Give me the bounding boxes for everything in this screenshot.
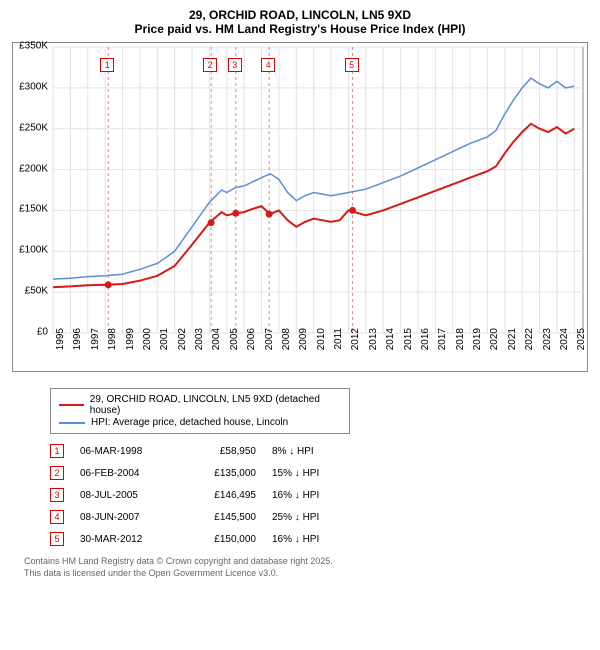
x-tick-label: 1997 bbox=[90, 328, 101, 368]
sale-date: 06-FEB-2004 bbox=[80, 468, 170, 479]
legend-label: 29, ORCHID ROAD, LINCOLN, LN5 9XD (detac… bbox=[90, 394, 341, 416]
x-tick-label: 2001 bbox=[159, 328, 170, 368]
sale-diff: 15% ↓ HPI bbox=[272, 468, 352, 479]
sale-index-box: 3 bbox=[50, 488, 64, 502]
sale-price: £145,500 bbox=[186, 512, 256, 523]
x-tick-label: 2006 bbox=[246, 328, 257, 368]
sale-index-box: 4 bbox=[50, 510, 64, 524]
x-tick-label: 1998 bbox=[107, 328, 118, 368]
legend: 29, ORCHID ROAD, LINCOLN, LN5 9XD (detac… bbox=[50, 388, 350, 434]
sale-row: 3 08-JUL-2005 £146,495 16% ↓ HPI bbox=[50, 484, 588, 506]
y-tick-label: £0 bbox=[37, 327, 48, 338]
y-tick-label: £250K bbox=[19, 122, 48, 133]
x-tick-label: 2024 bbox=[559, 328, 570, 368]
x-tick-label: 2000 bbox=[142, 328, 153, 368]
legend-swatch bbox=[59, 404, 84, 406]
title-subtitle: Price paid vs. HM Land Registry's House … bbox=[12, 22, 588, 36]
footer: Contains HM Land Registry data © Crown c… bbox=[24, 556, 588, 579]
sale-diff: 8% ↓ HPI bbox=[272, 446, 352, 457]
sale-price: £58,950 bbox=[186, 446, 256, 457]
footer-line1: Contains HM Land Registry data © Crown c… bbox=[24, 556, 588, 568]
legend-label: HPI: Average price, detached house, Linc… bbox=[91, 417, 288, 428]
sale-diff: 25% ↓ HPI bbox=[272, 512, 352, 523]
x-tick-label: 2003 bbox=[194, 328, 205, 368]
sale-marker-box: 4 bbox=[261, 58, 275, 72]
sale-date: 30-MAR-2012 bbox=[80, 534, 170, 545]
x-tick-label: 2016 bbox=[420, 328, 431, 368]
x-tick-label: 2005 bbox=[229, 328, 240, 368]
x-tick-label: 1996 bbox=[72, 328, 83, 368]
sales-table: 1 06-MAR-1998 £58,950 8% ↓ HPI 2 06-FEB-2004 £… bbox=[50, 440, 588, 550]
sale-index-box: 2 bbox=[50, 466, 64, 480]
sale-diff: 16% ↓ HPI bbox=[272, 534, 352, 545]
x-tick-label: 2010 bbox=[316, 328, 327, 368]
x-tick-label: 2025 bbox=[576, 328, 587, 368]
x-tick-label: 2009 bbox=[298, 328, 309, 368]
x-tick-label: 2008 bbox=[281, 328, 292, 368]
sale-row: 1 06-MAR-1998 £58,950 8% ↓ HPI bbox=[50, 440, 588, 462]
x-tick-label: 2020 bbox=[489, 328, 500, 368]
sale-price: £135,000 bbox=[186, 468, 256, 479]
chart-area: £0 £50K £100K £150K £200K £250K £300K £350K 1995… bbox=[12, 42, 588, 382]
sale-row: 2 06-FEB-2004 £135,000 15% ↓ HPI bbox=[50, 462, 588, 484]
x-tick-label: 2023 bbox=[542, 328, 553, 368]
sale-date: 06-MAR-1998 bbox=[80, 446, 170, 457]
title-address: 29, ORCHID ROAD, LINCOLN, LN5 9XD bbox=[12, 8, 588, 22]
x-tick-label: 2013 bbox=[368, 328, 379, 368]
sale-row: 4 08-JUN-2007 £145,500 25% ↓ HPI bbox=[50, 506, 588, 528]
chart-svg bbox=[12, 42, 588, 372]
legend-swatch bbox=[59, 422, 85, 424]
y-tick-label: £350K bbox=[19, 41, 48, 52]
sale-price: £150,000 bbox=[186, 534, 256, 545]
y-tick-label: £300K bbox=[19, 81, 48, 92]
sale-marker-box: 3 bbox=[228, 58, 242, 72]
x-tick-label: 2011 bbox=[333, 328, 344, 368]
sale-row: 5 30-MAR-2012 £150,000 16% ↓ HPI bbox=[50, 528, 588, 550]
y-tick-label: £50K bbox=[25, 286, 48, 297]
chart-container: 29, ORCHID ROAD, LINCOLN, LN5 9XD Price … bbox=[0, 0, 600, 587]
legend-row: HPI: Average price, detached house, Linc… bbox=[59, 417, 341, 428]
x-tick-label: 2015 bbox=[403, 328, 414, 368]
legend-row: 29, ORCHID ROAD, LINCOLN, LN5 9XD (detac… bbox=[59, 394, 341, 416]
footer-line2: This data is licensed under the Open Gov… bbox=[24, 568, 588, 580]
title-block: 29, ORCHID ROAD, LINCOLN, LN5 9XD Price … bbox=[12, 8, 588, 36]
x-tick-label: 2014 bbox=[385, 328, 396, 368]
x-tick-label: 2004 bbox=[211, 328, 222, 368]
sale-marker-box: 5 bbox=[345, 58, 359, 72]
x-tick-label: 2018 bbox=[455, 328, 466, 368]
sale-diff: 16% ↓ HPI bbox=[272, 490, 352, 501]
x-tick-label: 2007 bbox=[264, 328, 275, 368]
sale-marker-box: 1 bbox=[100, 58, 114, 72]
x-tick-label: 1995 bbox=[55, 328, 66, 368]
x-tick-label: 2021 bbox=[507, 328, 518, 368]
sale-index-box: 1 bbox=[50, 444, 64, 458]
y-tick-label: £100K bbox=[19, 245, 48, 256]
x-tick-label: 2022 bbox=[524, 328, 535, 368]
x-tick-label: 2012 bbox=[350, 328, 361, 368]
sale-index-box: 5 bbox=[50, 532, 64, 546]
x-tick-label: 1999 bbox=[125, 328, 136, 368]
sale-price: £146,495 bbox=[186, 490, 256, 501]
sale-marker-box: 2 bbox=[203, 58, 217, 72]
x-tick-label: 2019 bbox=[472, 328, 483, 368]
x-tick-label: 2017 bbox=[437, 328, 448, 368]
y-tick-label: £200K bbox=[19, 163, 48, 174]
sale-date: 08-JUN-2007 bbox=[80, 512, 170, 523]
x-tick-label: 2002 bbox=[177, 328, 188, 368]
y-tick-label: £150K bbox=[19, 204, 48, 215]
sale-date: 08-JUL-2005 bbox=[80, 490, 170, 501]
